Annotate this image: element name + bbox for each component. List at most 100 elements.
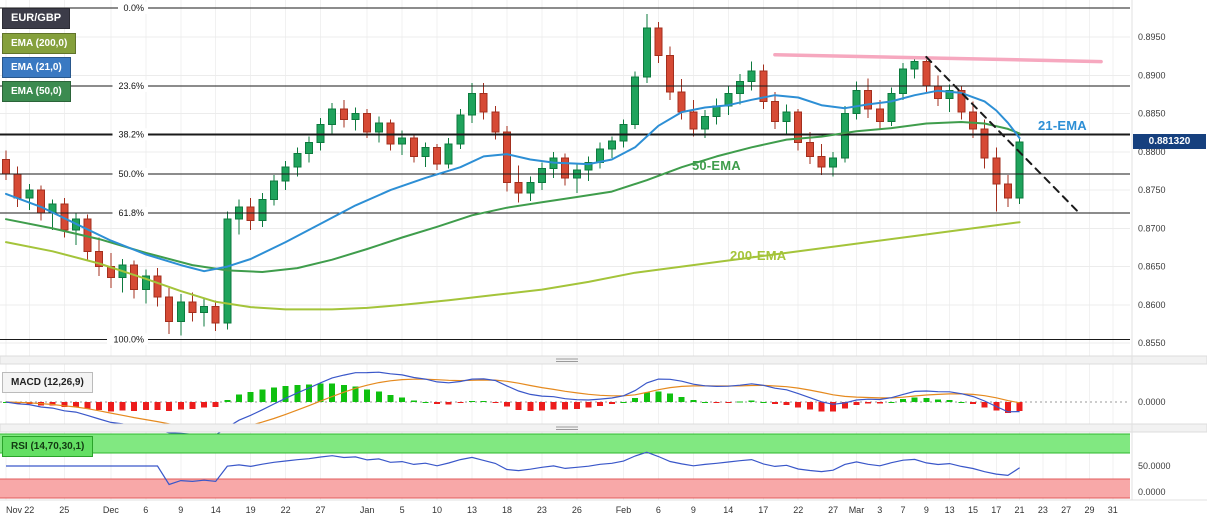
y-axis-label: 0.8750: [1138, 185, 1166, 195]
candle-body: [351, 113, 360, 121]
macd-histogram-bar: [282, 385, 289, 402]
macd-histogram-bar: [503, 402, 510, 407]
symbol-badge[interactable]: EUR/GBP: [2, 8, 71, 29]
candle-body: [36, 189, 45, 214]
ema21-line-label: 21-EMA: [1038, 118, 1087, 133]
macd-histogram-bar: [935, 399, 941, 402]
macd-histogram-bar: [375, 391, 382, 402]
x-axis-label: 25: [59, 505, 69, 515]
x-axis-label: 26: [572, 505, 582, 515]
candle-body: [141, 275, 150, 291]
legend-ema50-badge[interactable]: EMA (50,0): [2, 81, 71, 102]
candle-body: [817, 155, 826, 168]
candle-body: [619, 123, 628, 142]
panel-separator[interactable]: [0, 355, 1207, 365]
x-axis-label: 23: [1038, 505, 1048, 515]
candle-body: [421, 146, 430, 157]
fib-label-bg: [107, 333, 148, 346]
x-axis-label: 13: [945, 505, 955, 515]
fib-label: 23.6%: [118, 81, 144, 91]
candle-body: [561, 157, 570, 179]
candle-body: [95, 250, 104, 268]
candle-body: [468, 93, 476, 116]
x-axis-label: 7: [901, 505, 906, 515]
macd-histogram-bar: [364, 389, 371, 402]
x-axis-label: 10: [432, 505, 442, 515]
macd-histogram-bar: [760, 401, 767, 403]
candle-body: [829, 157, 838, 168]
macd-histogram-bar: [96, 402, 103, 411]
candle-body: [269, 180, 278, 200]
x-axis-label: 15: [968, 505, 978, 515]
legend-ema21-badge[interactable]: EMA (21,0): [2, 57, 71, 78]
y-axis-label: 0.8850: [1138, 109, 1166, 119]
macd-histogram-bar: [562, 402, 569, 410]
candle-body: [2, 159, 10, 175]
macd-histogram-bar: [352, 386, 359, 402]
macd-histogram-bar: [597, 402, 604, 406]
fib-label-bg: [112, 168, 148, 181]
macd-histogram-bar: [445, 402, 452, 405]
macd-histogram-bar: [736, 401, 743, 403]
x-axis-label: 5: [400, 505, 405, 515]
x-axis-label: 29: [1084, 505, 1094, 515]
macd-histogram-bar: [434, 402, 441, 405]
candle-body: [980, 128, 989, 159]
macd-histogram-bar: [783, 402, 790, 406]
macd-histogram-bar: [865, 402, 872, 404]
rsi-axis-label-low: 0.0000: [1138, 487, 1166, 497]
macd-histogram-bar: [806, 402, 813, 410]
fib-label-bg: [112, 80, 148, 93]
macd-histogram-bar: [119, 402, 126, 411]
candle-body: [887, 93, 896, 122]
macd-histogram-bar: [422, 401, 429, 403]
fib-label-bg: [112, 128, 148, 141]
x-axis-label: 14: [211, 505, 221, 515]
macd-histogram-bar: [573, 402, 580, 409]
macd-histogram-bar: [84, 402, 91, 409]
macd-histogram-bar: [795, 402, 802, 408]
rsi-line: [6, 451, 1020, 486]
candle-body: [654, 27, 663, 56]
candle-body: [701, 116, 709, 130]
candle-body: [805, 142, 814, 157]
macd-histogram-bar: [946, 399, 953, 402]
falling-trendline-dashed[interactable]: [925, 55, 1079, 213]
macd-histogram-bar: [259, 389, 266, 402]
macd-indicator-badge[interactable]: MACD (12,26,9): [2, 372, 93, 393]
x-axis-label: 9: [178, 505, 183, 515]
panel-separator[interactable]: [0, 423, 1207, 433]
x-axis-label: 27: [316, 505, 326, 515]
macd-histogram-bar: [620, 401, 627, 403]
macd-histogram-bar: [876, 402, 883, 404]
candle-body: [910, 61, 919, 70]
macd-histogram-bar: [61, 402, 68, 408]
fib-label-bg: [118, 2, 148, 15]
resistance-trendline-pink[interactable]: [773, 52, 1103, 64]
rsi-indicator-badge[interactable]: RSI (14,70,30,1): [2, 436, 94, 457]
candle-body: [13, 173, 22, 199]
macd-histogram-bar: [608, 402, 615, 405]
macd-histogram-bar: [189, 402, 196, 409]
x-axis-label: Feb: [616, 505, 632, 515]
macd-histogram-bar: [142, 402, 149, 411]
x-axis-label: Mar: [849, 505, 865, 515]
macd-histogram-bar: [632, 397, 639, 402]
candle-body: [304, 142, 313, 154]
ema21-line: [5, 89, 1021, 273]
candle-body: [374, 122, 383, 133]
ema50-line-label: 50-EMA: [692, 158, 741, 173]
macd-histogram-bar: [702, 401, 708, 403]
macd-histogram-bar: [958, 401, 965, 403]
y-axis-label: 0.8650: [1138, 262, 1166, 272]
macd-histogram-bar: [830, 402, 837, 412]
legend-ema200-badge[interactable]: EMA (200,0): [2, 33, 77, 54]
macd-histogram-bar: [166, 402, 173, 411]
candle-body: [864, 90, 873, 110]
candle-body: [537, 168, 546, 183]
candle-body: [246, 206, 255, 222]
candle-body: [584, 162, 593, 171]
y-axis-label: 0.8700: [1138, 223, 1166, 233]
